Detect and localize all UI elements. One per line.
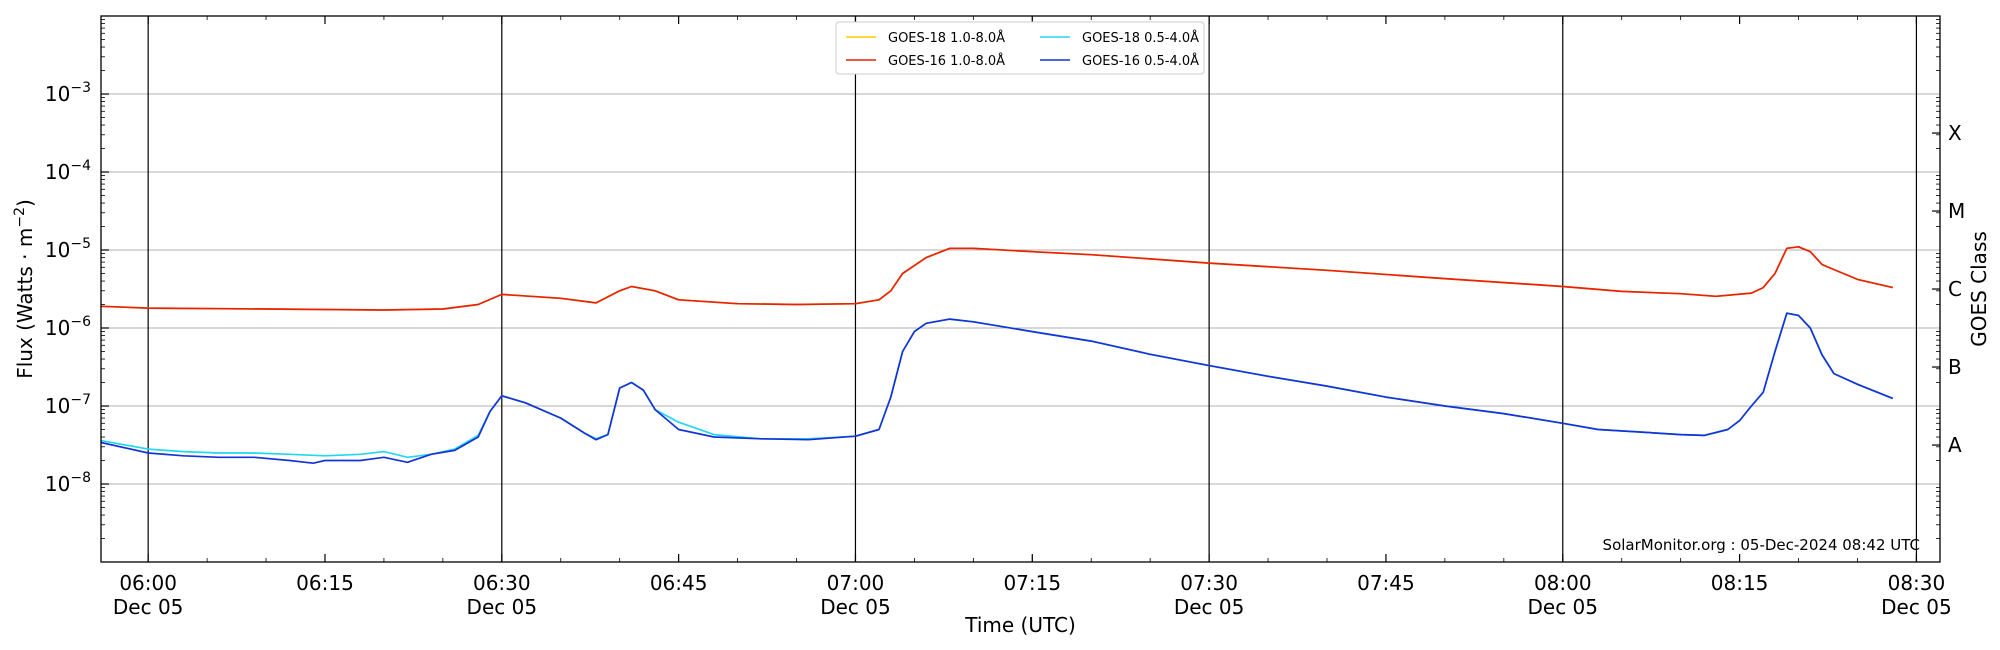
y-tick-mantissa: 10: [45, 238, 70, 262]
x-tick-label: 07:45: [1357, 571, 1415, 595]
legend-label-2: GOES-18 0.5-4.0Å: [1082, 30, 1199, 46]
x-axis-title: Time (UTC): [964, 613, 1076, 637]
series-line-2: [100, 312, 1894, 459]
y-tick-exponent: −6: [70, 314, 91, 330]
x-tick-date-label: Dec 05: [820, 595, 891, 619]
goes-class-label: X: [1948, 121, 1962, 145]
y-axis-title: Flux (Watts · m−2): [12, 199, 37, 379]
x-tick-label: 08:00: [1534, 571, 1592, 595]
day-hour-lines: [147, 16, 1918, 562]
goes-class-label: C: [1948, 277, 1962, 301]
x-tick-label: 06:45: [650, 571, 708, 595]
legend-label-1: GOES-16 1.0-8.0Å: [888, 53, 1005, 69]
grid-lines: [101, 93, 1940, 485]
y-tick-exponent: −4: [70, 158, 91, 174]
goes-class-label: A: [1948, 433, 1962, 457]
x-tick-date-label: Dec 05: [113, 595, 184, 619]
y-tick-label: 10−7: [45, 392, 91, 418]
y-tick-label: 10−3: [45, 80, 91, 106]
legend-label-0: GOES-18 1.0-8.0Å: [888, 30, 1005, 46]
series-line-3: [100, 312, 1894, 465]
x-tick-label: 08:15: [1711, 571, 1769, 595]
y-axis-title-close: ): [13, 199, 37, 207]
y-tick-label: 10−5: [45, 236, 91, 262]
x-tick-label: 06:00: [119, 571, 177, 595]
x-tick-date-label: Dec 05: [1174, 595, 1245, 619]
x-tick-date-label: Dec 05: [1528, 595, 1599, 619]
y-axis-title-unit-exponent: −2: [12, 207, 28, 228]
x-tick-label: 06:30: [473, 571, 531, 595]
y-axis-title-main: Flux (Watts · m: [13, 228, 37, 379]
y-tick-exponent: −5: [70, 236, 91, 252]
series-line-0: [100, 245, 1893, 311]
x-tick-date-label: Dec 05: [467, 595, 538, 619]
y-tick-label: 10−8: [45, 470, 91, 496]
y-tick-label: 10−4: [45, 158, 91, 184]
x-tick-date-label: Dec 05: [1881, 595, 1952, 619]
x-tick-label: 07:30: [1180, 571, 1238, 595]
legend: GOES-18 1.0-8.0Å GOES-16 1.0-8.0Å GOES-18 …: [835, 21, 1205, 75]
x-tick-label: 07:00: [827, 571, 885, 595]
y-tick-exponent: −8: [70, 470, 91, 486]
credit-text: SolarMonitor.org : 05-Dec-2024 08:42 UTC: [1603, 536, 1920, 554]
goes-class-label: M: [1948, 199, 1965, 223]
x-tick-label: 08:30: [1888, 571, 1946, 595]
goes-class-axis-title: GOES Class: [1967, 231, 1991, 347]
y-tick-mantissa: 10: [45, 472, 70, 496]
legend-label-3: GOES-16 0.5-4.0Å: [1082, 53, 1199, 69]
series-lines: [100, 245, 1894, 465]
y-tick-mantissa: 10: [45, 316, 70, 340]
x-tick-label: 07:15: [1003, 571, 1061, 595]
y-tick-mantissa: 10: [45, 82, 70, 106]
legend-box: [835, 21, 1205, 75]
x-tick-label: 06:15: [296, 571, 354, 595]
y-tick-exponent: −3: [70, 80, 91, 96]
y-tick-exponent: −7: [70, 392, 91, 408]
plot-frame: [100, 15, 1941, 563]
goes-class-label: B: [1948, 355, 1962, 379]
y-tick-mantissa: 10: [45, 160, 70, 184]
series-line-1: [100, 245, 1893, 311]
y-tick-mantissa: 10: [45, 394, 70, 418]
y-tick-label: 10−6: [45, 314, 91, 340]
